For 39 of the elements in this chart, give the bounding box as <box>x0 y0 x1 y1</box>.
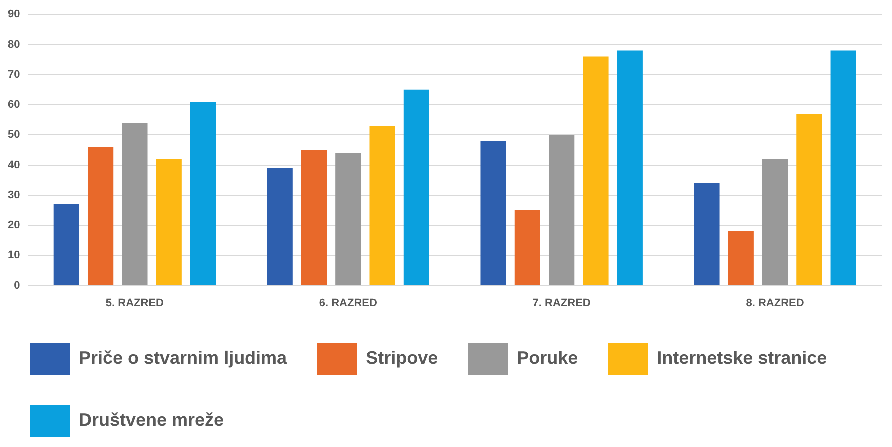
legend-label: Poruke <box>517 348 578 368</box>
x-tick-label: 5. RAZRED <box>106 297 164 310</box>
y-tick-label: 70 <box>8 68 20 81</box>
bar <box>122 123 148 286</box>
bar <box>694 183 720 286</box>
bar <box>514 210 540 286</box>
y-tick-label: 0 <box>14 280 20 292</box>
legend-label: Stripove <box>366 348 438 368</box>
bar <box>267 168 293 286</box>
bar <box>796 114 822 286</box>
bar <box>480 141 506 286</box>
x-tick-label: 7. RAZRED <box>532 297 591 310</box>
y-tick-label: 30 <box>8 189 20 202</box>
bar <box>301 150 328 286</box>
y-tick-label: 10 <box>8 250 20 262</box>
y-tick-label: 20 <box>8 220 20 232</box>
bar <box>370 126 396 286</box>
x-tick-label: 6. RAZRED <box>319 297 378 310</box>
legend-label: Priče o stvarnim ljudima <box>79 348 288 368</box>
bar <box>549 135 575 286</box>
legend-label: Društvene mreže <box>79 410 224 430</box>
bar <box>404 90 430 286</box>
bar <box>156 159 182 286</box>
y-tick-label: 90 <box>8 8 20 21</box>
bar <box>54 204 80 286</box>
y-tick-label: 80 <box>8 38 20 51</box>
y-tick-label: 60 <box>8 99 20 112</box>
y-tick-label: 40 <box>8 159 20 172</box>
bar <box>190 102 216 286</box>
bar <box>762 159 788 286</box>
bar <box>617 50 643 286</box>
bar <box>583 56 609 286</box>
x-tick-label: 8. RAZRED <box>746 297 804 310</box>
bar <box>88 147 114 286</box>
y-tick-label: 50 <box>8 129 20 142</box>
bar <box>728 232 754 286</box>
legend-label: Internetske stranice <box>657 348 828 368</box>
bar <box>336 153 362 286</box>
bar <box>830 50 856 286</box>
